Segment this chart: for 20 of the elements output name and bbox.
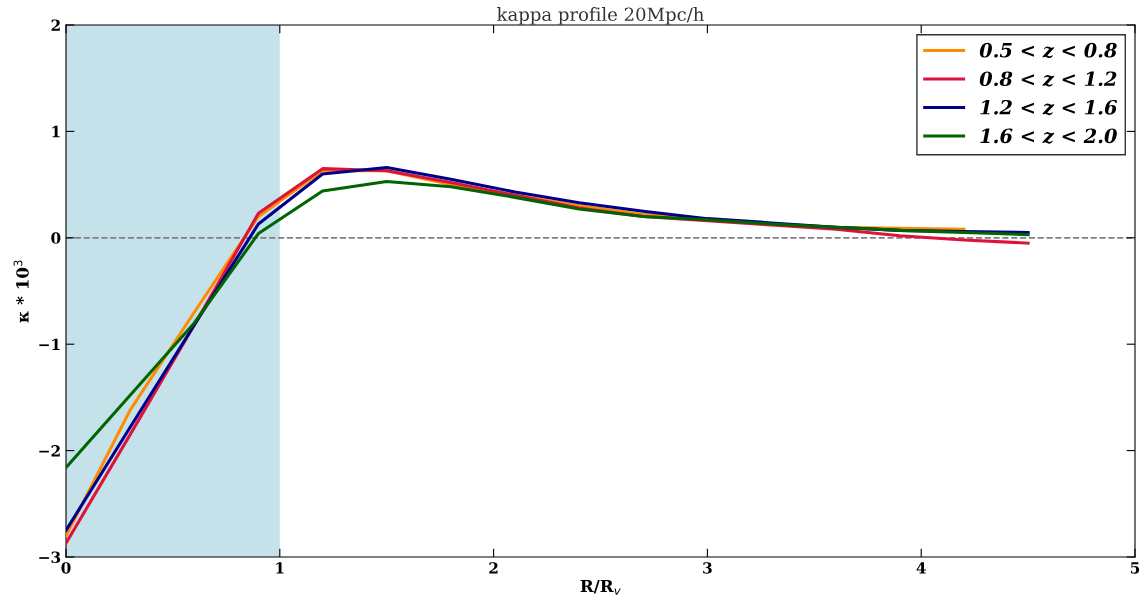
y-tick-label: 1 xyxy=(52,125,60,138)
legend-label: 0.5 < z < 0.8 xyxy=(979,42,1117,59)
y-tick-label: 2 xyxy=(51,19,60,31)
x-tick-label: 3 xyxy=(703,562,712,574)
x-tick-label: 4 xyxy=(916,562,926,574)
y-axis-title: κ * 10$^{3}$ xyxy=(13,260,29,323)
y-tick-label: −1 xyxy=(39,338,60,350)
y-tick-label: −3 xyxy=(39,551,61,564)
y-tick-label: 0 xyxy=(51,232,61,244)
legend-label: 0.8 < z < 1.2 xyxy=(979,71,1117,87)
legend-label: 1.6 < z < 2.0 xyxy=(980,128,1117,144)
x-axis-title: R/R$_{v}$ xyxy=(580,579,621,595)
line-series xyxy=(66,179,1030,470)
legend-label: 1.2 < z < 1.6 xyxy=(980,99,1118,116)
chart-title: kappa profile 20Mpc/h xyxy=(497,7,704,25)
y-tick-label: −2 xyxy=(39,445,60,457)
x-tick-label: 1 xyxy=(276,562,284,574)
x-tick-label: 0 xyxy=(61,562,71,574)
x-tick-label: 5 xyxy=(1130,562,1140,574)
x-tick-label: 2 xyxy=(489,562,498,574)
